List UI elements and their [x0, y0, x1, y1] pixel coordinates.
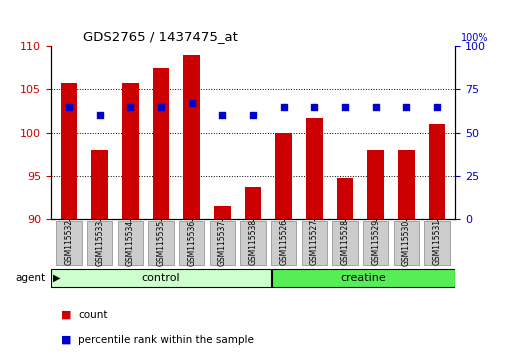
Point [248, 113, 257, 118]
Point [157, 104, 165, 110]
FancyBboxPatch shape [271, 221, 295, 266]
Text: 100%: 100% [460, 33, 487, 43]
Text: agent: agent [15, 273, 45, 283]
Bar [183, 55, 199, 219]
Text: percentile rank within the sample: percentile rank within the sample [78, 335, 254, 345]
FancyBboxPatch shape [57, 221, 81, 266]
Bar [397, 150, 414, 219]
FancyBboxPatch shape [301, 221, 326, 266]
Text: GSM115537: GSM115537 [218, 219, 226, 266]
Text: GSM115533: GSM115533 [95, 219, 104, 266]
Text: GSM115527: GSM115527 [309, 219, 318, 266]
FancyBboxPatch shape [332, 221, 357, 266]
Text: GSM115534: GSM115534 [126, 219, 134, 266]
Point [65, 104, 73, 110]
Text: GDS2765 / 1437475_at: GDS2765 / 1437475_at [83, 30, 237, 44]
FancyBboxPatch shape [87, 221, 112, 266]
FancyBboxPatch shape [393, 221, 418, 266]
Bar [61, 83, 77, 219]
Bar [214, 206, 230, 219]
Bar [367, 150, 383, 219]
Bar [122, 83, 138, 219]
FancyBboxPatch shape [118, 221, 142, 266]
Point [95, 113, 104, 118]
FancyBboxPatch shape [148, 221, 173, 266]
Point [126, 104, 134, 110]
Text: GSM115536: GSM115536 [187, 219, 196, 266]
Point [401, 104, 410, 110]
Text: ■: ■ [61, 310, 71, 320]
FancyBboxPatch shape [240, 221, 265, 266]
Text: GSM115529: GSM115529 [371, 219, 379, 266]
Text: GSM115538: GSM115538 [248, 219, 257, 266]
Bar [336, 178, 352, 219]
Text: GSM115531: GSM115531 [432, 219, 441, 266]
Point [218, 113, 226, 118]
Text: ▶: ▶ [53, 273, 61, 283]
Text: count: count [78, 310, 108, 320]
Bar [306, 118, 322, 219]
Point [432, 104, 440, 110]
Text: GSM115535: GSM115535 [156, 219, 165, 266]
Text: GSM115530: GSM115530 [401, 219, 410, 266]
FancyBboxPatch shape [272, 269, 454, 287]
FancyBboxPatch shape [179, 221, 204, 266]
Point [187, 101, 195, 106]
Text: GSM115528: GSM115528 [340, 219, 349, 266]
Bar [91, 150, 108, 219]
FancyBboxPatch shape [424, 221, 448, 266]
Text: control: control [141, 273, 180, 283]
Text: creatine: creatine [340, 273, 386, 283]
FancyBboxPatch shape [210, 221, 234, 266]
Bar [275, 133, 291, 219]
Point [310, 104, 318, 110]
Bar [153, 68, 169, 219]
Bar [428, 124, 444, 219]
Point [371, 104, 379, 110]
Bar [244, 187, 261, 219]
Point [279, 104, 287, 110]
FancyBboxPatch shape [363, 221, 387, 266]
Point [340, 104, 348, 110]
FancyBboxPatch shape [51, 269, 271, 287]
Text: GSM115526: GSM115526 [279, 219, 287, 266]
Text: ■: ■ [61, 335, 71, 345]
Text: GSM115532: GSM115532 [64, 219, 73, 266]
